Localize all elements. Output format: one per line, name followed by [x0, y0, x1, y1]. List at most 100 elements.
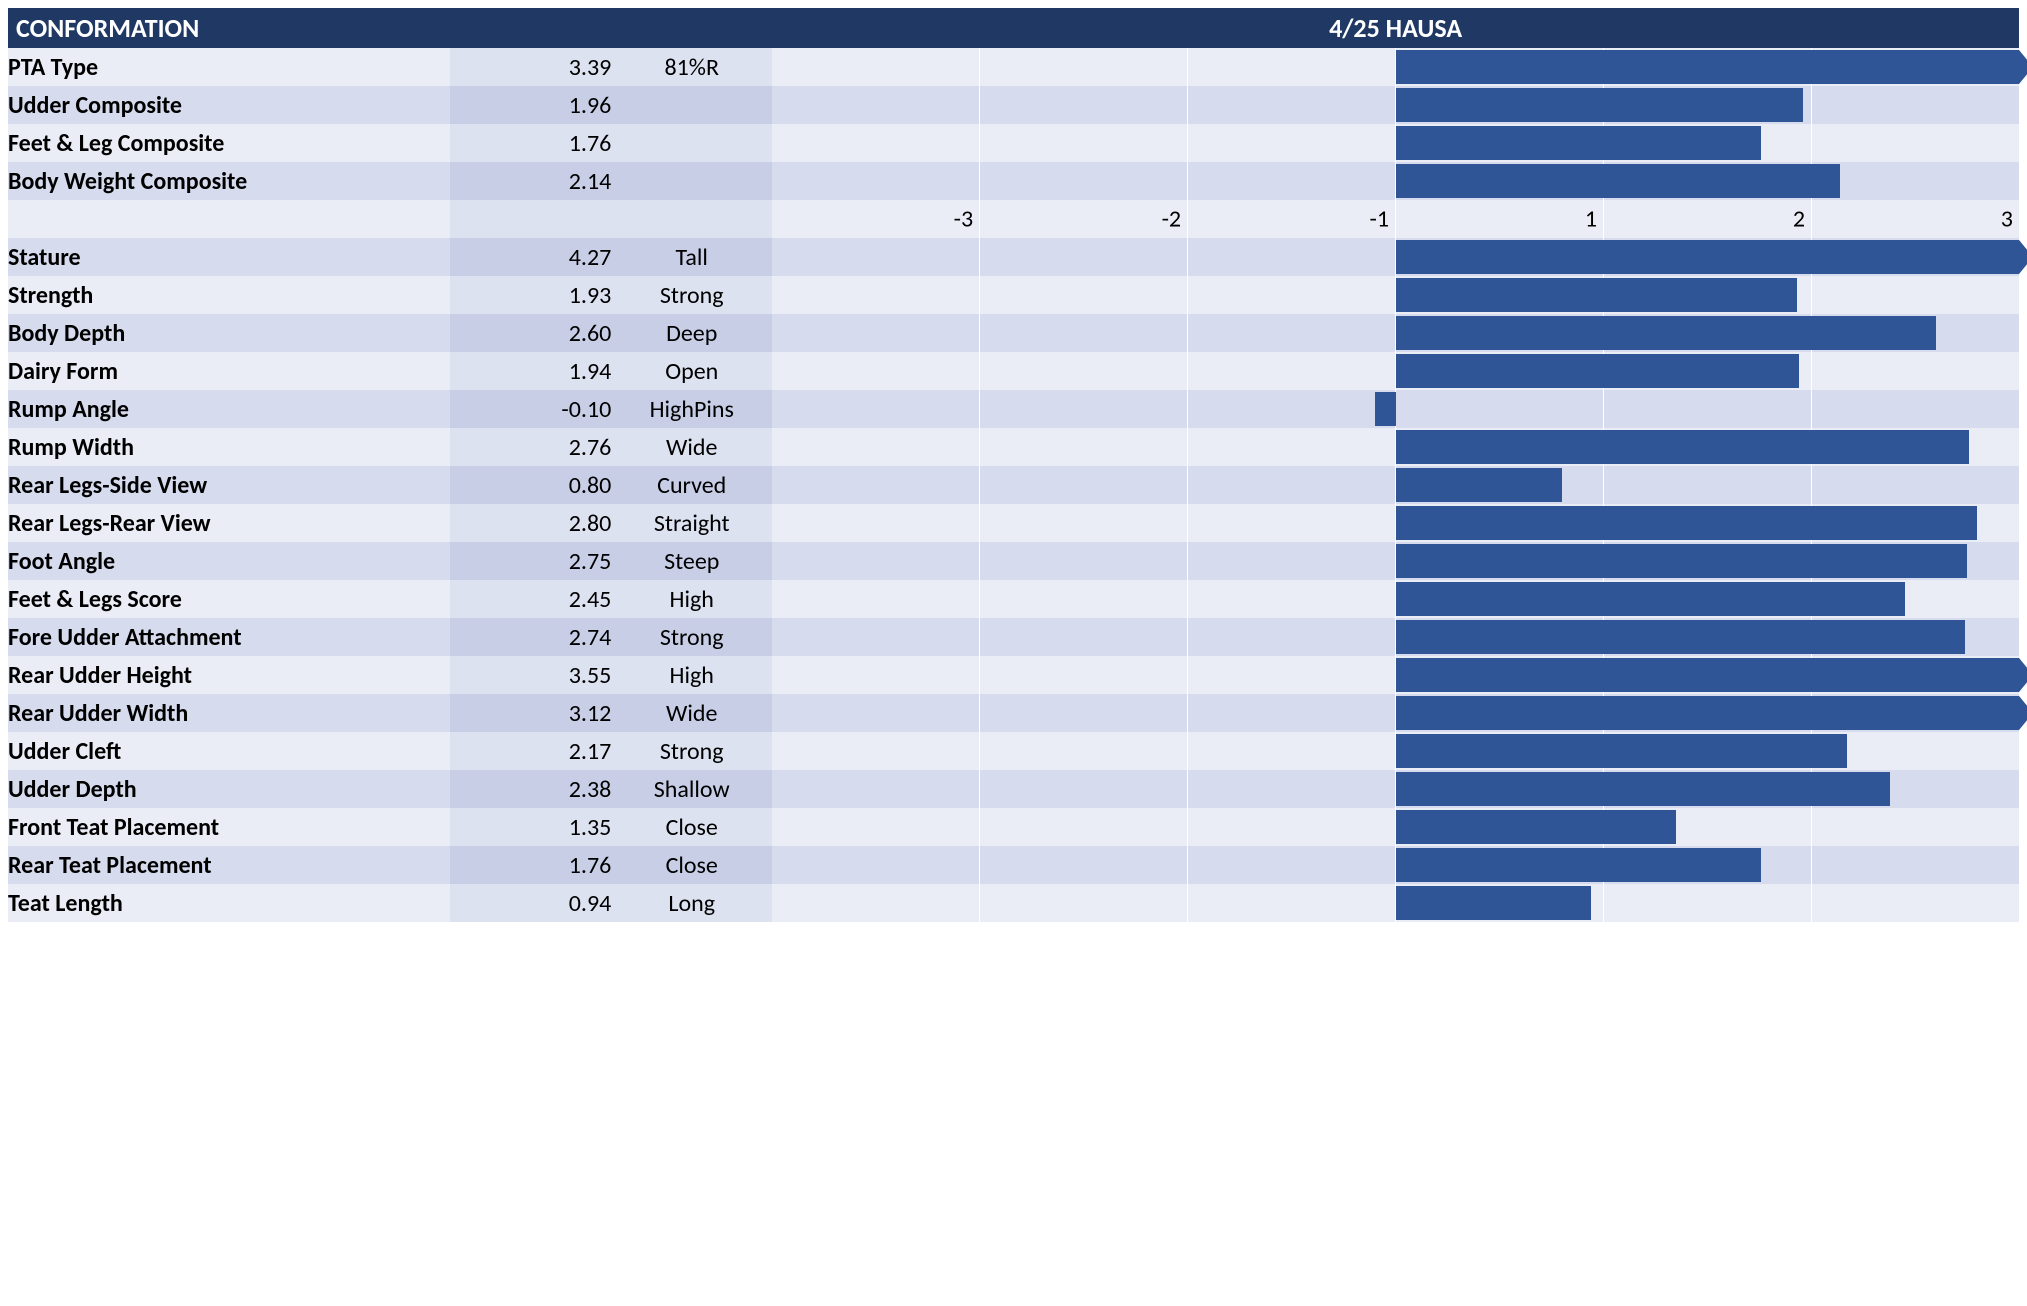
trait-desc: High: [611, 656, 772, 694]
trait-bar: [1396, 848, 1762, 882]
trait-value: 2.75: [450, 542, 611, 580]
trait-bar: [1396, 582, 1905, 616]
trait-bar-cell: [772, 48, 2019, 86]
trait-bar-cell: [772, 542, 2019, 580]
trait-bar: [1396, 278, 1797, 312]
trait-name: Stature: [8, 238, 450, 276]
trait-name: Rear Legs-Rear View: [8, 504, 450, 542]
trait-bar-cell: [772, 276, 2019, 314]
trait-bar: [1396, 696, 2019, 730]
composite-row: Udder Composite1.96: [8, 86, 2019, 124]
trait-value: 4.27: [450, 238, 611, 276]
trait-value: 2.45: [450, 580, 611, 618]
axis-tick: -1: [1187, 200, 1395, 238]
trait-value: 1.35: [450, 808, 611, 846]
axis-row: -3-2-1123: [8, 200, 2019, 238]
trait-bar-cell: [772, 314, 2019, 352]
trait-bar-cell: [772, 656, 2019, 694]
trait-name: Rear Legs-Side View: [8, 466, 450, 504]
trait-row: Udder Depth2.38Shallow: [8, 770, 2019, 808]
trait-row: Teat Length0.94Long: [8, 884, 2019, 922]
trait-name: Front Teat Placement: [8, 808, 450, 846]
axis-tick: 3: [1811, 200, 2019, 238]
trait-name: Udder Composite: [8, 86, 450, 124]
axis-empty: [450, 200, 611, 238]
trait-name: Udder Depth: [8, 770, 450, 808]
trait-desc: Long: [611, 884, 772, 922]
trait-bar-cell: [772, 884, 2019, 922]
trait-desc: [611, 86, 772, 124]
axis-tick: -2: [979, 200, 1187, 238]
trait-name: Udder Cleft: [8, 732, 450, 770]
trait-value: 2.76: [450, 428, 611, 466]
trait-desc: Deep: [611, 314, 772, 352]
trait-bar-cell: [772, 352, 2019, 390]
trait-row: Rump Angle-0.10HighPins: [8, 390, 2019, 428]
trait-bar-cell: [772, 124, 2019, 162]
trait-bar: [1396, 658, 2019, 692]
trait-bar: [1396, 164, 1841, 198]
trait-value: 1.94: [450, 352, 611, 390]
trait-desc: Wide: [611, 428, 772, 466]
composite-row: PTA Type3.3981%R: [8, 48, 2019, 86]
trait-desc: Open: [611, 352, 772, 390]
trait-bar-cell: [772, 86, 2019, 124]
trait-name: Strength: [8, 276, 450, 314]
trait-desc: HighPins: [611, 390, 772, 428]
axis-tick: 2: [1603, 200, 1811, 238]
axis-empty: [8, 200, 450, 238]
trait-value: 2.80: [450, 504, 611, 542]
axis-cell: -3-2-1123: [772, 200, 2019, 238]
trait-value: 1.76: [450, 846, 611, 884]
trait-name: Rump Angle: [8, 390, 450, 428]
trait-bar: [1396, 734, 1847, 768]
trait-bar-cell: [772, 390, 2019, 428]
trait-bar: [1396, 544, 1967, 578]
trait-bar: [1396, 126, 1762, 160]
axis-tick: -3: [772, 200, 979, 238]
trait-value: 2.17: [450, 732, 611, 770]
trait-row: Stature4.27Tall: [8, 238, 2019, 276]
trait-desc: Strong: [611, 618, 772, 656]
trait-name: Foot Angle: [8, 542, 450, 580]
conformation-table: CONFORMATION 4/25 HAUSA PTA Type3.3981%R…: [8, 8, 2019, 922]
trait-bar: [1396, 620, 1965, 654]
trait-desc: 81%R: [611, 48, 772, 86]
trait-bar-cell: [772, 770, 2019, 808]
trait-row: Dairy Form1.94Open: [8, 352, 2019, 390]
trait-value: 0.94: [450, 884, 611, 922]
trait-row: Rear Teat Placement1.76Close: [8, 846, 2019, 884]
trait-row: Strength1.93Strong: [8, 276, 2019, 314]
trait-name: Rear Udder Height: [8, 656, 450, 694]
trait-row: Foot Angle2.75Steep: [8, 542, 2019, 580]
trait-bar: [1396, 354, 1799, 388]
header-title-right: 4/25 HAUSA: [772, 8, 2019, 48]
trait-bar-cell: [772, 428, 2019, 466]
trait-desc: Straight: [611, 504, 772, 542]
trait-desc: Wide: [611, 694, 772, 732]
trait-value: 2.74: [450, 618, 611, 656]
axis-tick: 1: [1395, 200, 1603, 238]
trait-desc: Strong: [611, 276, 772, 314]
trait-bar: [1396, 506, 1978, 540]
trait-row: Rump Width2.76Wide: [8, 428, 2019, 466]
trait-row: Rear Legs-Rear View2.80Straight: [8, 504, 2019, 542]
trait-bar-cell: [772, 580, 2019, 618]
axis-empty: [611, 200, 772, 238]
trait-bar-cell: [772, 694, 2019, 732]
trait-name: PTA Type: [8, 48, 450, 86]
trait-row: Rear Legs-Side View0.80Curved: [8, 466, 2019, 504]
trait-bar-cell: [772, 162, 2019, 200]
trait-name: Dairy Form: [8, 352, 450, 390]
trait-row: Body Depth2.60Deep: [8, 314, 2019, 352]
trait-value: 3.39: [450, 48, 611, 86]
trait-row: Feet & Legs Score2.45High: [8, 580, 2019, 618]
trait-bar: [1396, 468, 1562, 502]
composite-row: Feet & Leg Composite1.76: [8, 124, 2019, 162]
trait-row: Udder Cleft2.17Strong: [8, 732, 2019, 770]
header-title-left: CONFORMATION: [8, 8, 772, 48]
trait-value: 1.93: [450, 276, 611, 314]
trait-bar: [1396, 88, 1803, 122]
trait-name: Rump Width: [8, 428, 450, 466]
trait-value: 1.96: [450, 86, 611, 124]
